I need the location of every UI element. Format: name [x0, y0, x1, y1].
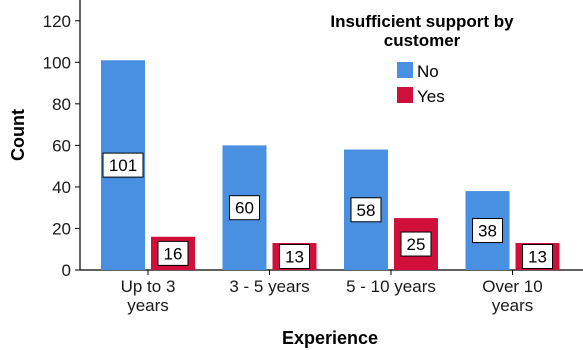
x-tick-label: Up to 3 years	[121, 277, 176, 315]
y-axis: 0 20 40 60 80 100 120	[43, 0, 81, 280]
y-tick-label: 20	[52, 219, 71, 238]
data-label-box	[279, 244, 310, 269]
y-tick-label: 0	[62, 261, 71, 280]
data-label: 25	[407, 235, 426, 254]
x-tick-label: Over 10 years	[482, 277, 542, 315]
data-label-box	[472, 218, 503, 244]
data-label: 13	[528, 248, 547, 267]
data-label-box	[229, 195, 260, 221]
y-tick-label: 40	[52, 178, 71, 197]
data-label-box	[400, 231, 432, 257]
y-axis-title: Count	[8, 109, 28, 161]
x-axis-title: Experience	[282, 328, 378, 348]
data-label-box	[350, 197, 382, 223]
data-label-box	[522, 244, 553, 269]
legend: Insufficient support by customer No Yes	[330, 12, 514, 106]
x-tick-label: 5 - 10 years	[346, 277, 436, 296]
x-axis: Up to 3 years 3 - 5 years 5 - 10 years Over …	[80, 269, 583, 315]
data-labels: 101 16 60 13 58 25 38 13	[102, 152, 553, 269]
data-label: 101	[109, 156, 137, 175]
legend-label-yes: Yes	[417, 87, 445, 106]
data-label: 58	[357, 201, 376, 220]
data-label: 16	[164, 244, 183, 263]
data-label: 60	[235, 199, 254, 218]
legend-label-no: No	[417, 62, 439, 81]
y-tick-label: 80	[52, 95, 71, 114]
y-tick-label: 120	[43, 12, 71, 31]
data-label-box	[157, 240, 189, 266]
legend-swatch-yes	[397, 87, 413, 103]
data-label-box	[102, 152, 144, 178]
data-label: 13	[285, 248, 304, 267]
legend-title: Insufficient support by customer	[330, 12, 514, 50]
data-label: 38	[478, 222, 497, 241]
legend-swatch-no	[397, 62, 413, 78]
y-tick-label: 100	[43, 53, 71, 72]
y-tick-label: 60	[52, 136, 71, 155]
x-tick-label: 3 - 5 years	[229, 277, 309, 296]
